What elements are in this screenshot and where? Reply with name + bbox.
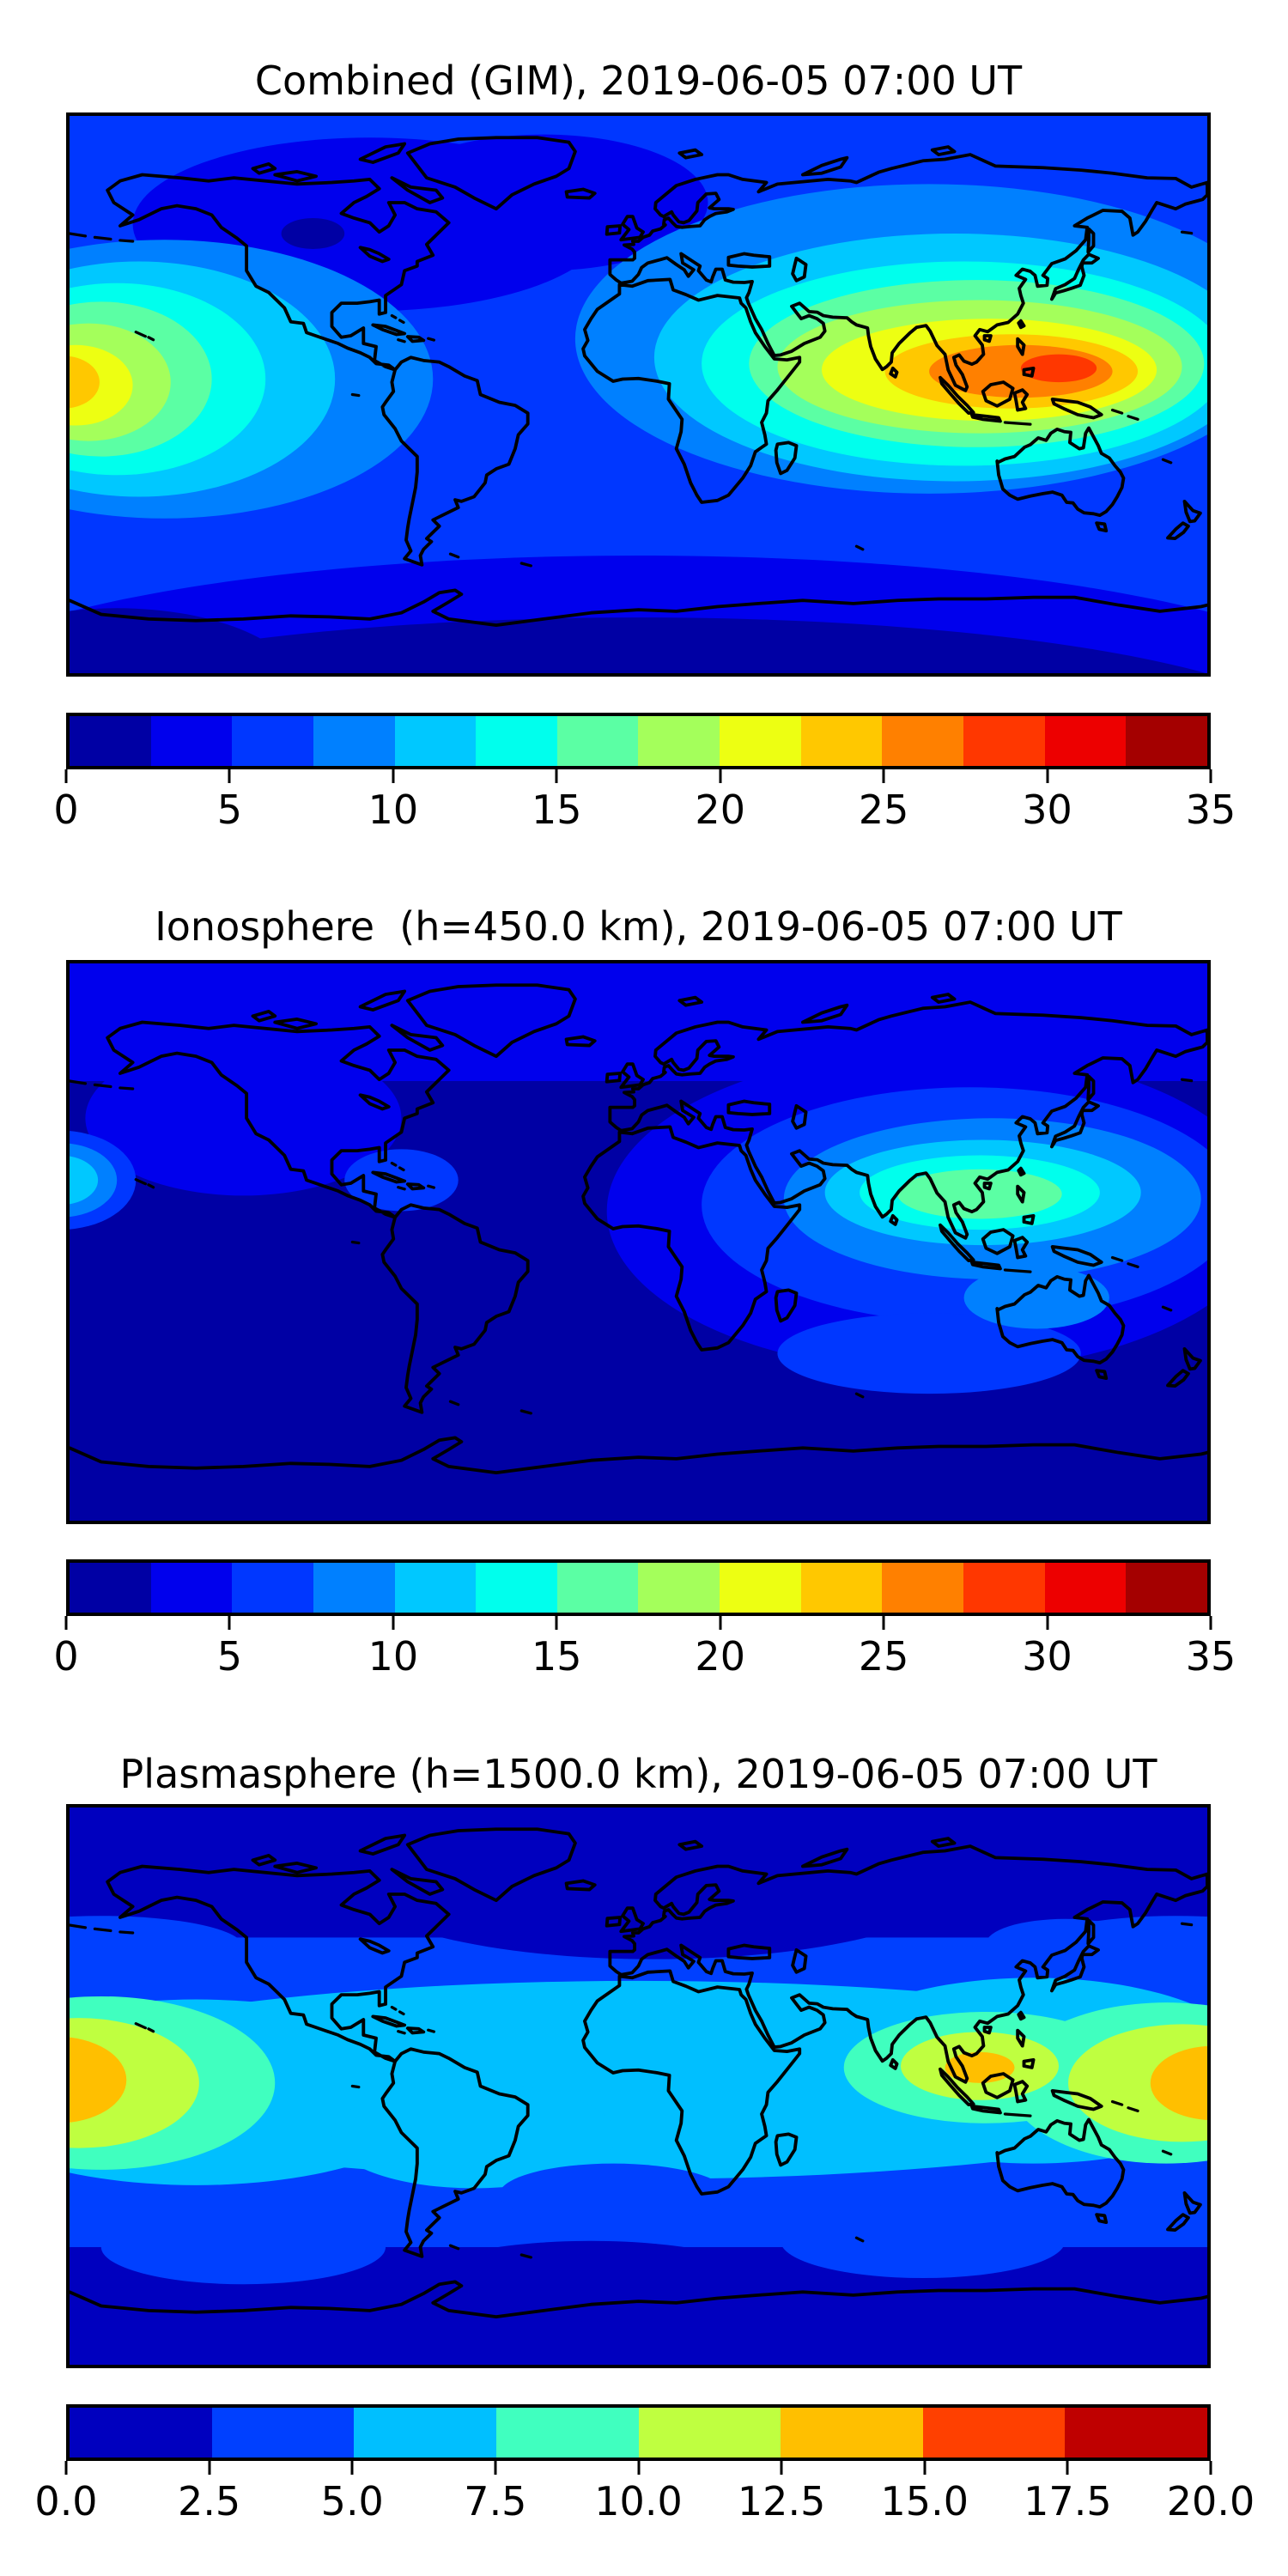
colorbar-tick-mark — [719, 1616, 722, 1630]
map-ionosphere — [66, 960, 1211, 1524]
colorbar-tick-label: 10.0 — [594, 2478, 683, 2524]
colorbar-segment — [781, 2408, 923, 2458]
colorbar-tick-mark — [1209, 1616, 1212, 1630]
colorbar-tick-mark — [882, 1616, 885, 1630]
colorbar-tick-label: 20.0 — [1166, 2478, 1255, 2524]
colorbar-segment — [556, 716, 639, 766]
colorbar-segment — [1126, 716, 1207, 766]
colorbar-tick-label: 20 — [695, 1633, 745, 1680]
colorbar-tick-label: 12.5 — [737, 2478, 826, 2524]
colorbar-tick-label: 20 — [695, 787, 745, 833]
colorbar-plasmasphere — [66, 2404, 1211, 2461]
colorbar-segment — [1044, 1563, 1127, 1613]
colorbar-tick-label: 2.5 — [178, 2478, 241, 2524]
colorbar-tick-label: 25 — [858, 1633, 909, 1680]
colorbar-tick-mark — [392, 769, 395, 783]
colorbar-tick-label: 30 — [1022, 1633, 1072, 1680]
colorbar-tick-mark — [392, 1616, 395, 1630]
colorbar-tick-mark — [1066, 2461, 1069, 2475]
map-ionosphere-contours — [70, 963, 1207, 1521]
colorbar-segment — [313, 1563, 395, 1613]
colorbar-segment — [922, 2408, 1066, 2458]
colorbar-tick-label: 15 — [532, 787, 582, 833]
colorbar-segment — [70, 2408, 212, 2458]
colorbar-tick-mark — [1046, 769, 1049, 783]
colorbar-segment — [963, 1563, 1045, 1613]
colorbar-tick-mark — [555, 769, 558, 783]
colorbar-tick-label: 35 — [1185, 1633, 1236, 1680]
colorbar-combined — [66, 713, 1211, 769]
colorbar-tick-label: 10 — [368, 787, 419, 833]
colorbar-segment — [70, 1563, 151, 1613]
colorbar-segment — [495, 2408, 639, 2458]
colorbar-tick-label: 5 — [216, 787, 243, 833]
colorbar-segment — [394, 1563, 477, 1613]
map-combined — [66, 112, 1211, 677]
colorbar-tick-mark — [780, 2461, 783, 2475]
colorbar-segment — [313, 716, 395, 766]
colorbar-segment — [211, 2408, 355, 2458]
colorbar-tick-mark — [1046, 1616, 1049, 1630]
colorbar-tick-mark — [555, 1616, 558, 1630]
map-plasmasphere-contours — [70, 1807, 1207, 2365]
colorbar-tick-label: 0 — [53, 1633, 79, 1680]
colorbar-tick-label: 5.0 — [320, 2478, 384, 2524]
colorbar-tick-mark — [494, 2461, 497, 2475]
panel-title-plasmasphere: Plasmasphere (h=1500.0 km), 2019-06-05 0… — [119, 1751, 1157, 1797]
colorbar-tick-mark — [637, 2461, 640, 2475]
colorbar-tick-mark — [882, 769, 885, 783]
colorbar-segment — [1044, 716, 1127, 766]
colorbar-segment — [720, 1563, 801, 1613]
colorbar-tick-label: 0 — [53, 787, 79, 833]
colorbar-segment — [638, 716, 720, 766]
colorbar-segment — [556, 1563, 639, 1613]
colorbar-tick-label: 30 — [1022, 787, 1072, 833]
colorbar-segment — [70, 716, 151, 766]
colorbar-tick-label: 5 — [216, 1633, 243, 1680]
colorbar-tick-mark — [719, 769, 722, 783]
colorbar-tick-mark — [1209, 2461, 1212, 2475]
colorbar-ionosphere — [66, 1559, 1211, 1616]
panel-title-combined: Combined (GIM), 2019-06-05 07:00 UT — [254, 58, 1023, 104]
colorbar-segment — [354, 2408, 496, 2458]
colorbar-segment — [150, 1563, 233, 1613]
map-combined-contours — [70, 116, 1207, 673]
colorbar-segment — [963, 716, 1045, 766]
colorbar-tick-mark — [228, 1616, 231, 1630]
colorbar-tick-label: 15 — [532, 1633, 582, 1680]
colorbar-segment — [720, 716, 801, 766]
map-plasmasphere — [66, 1804, 1211, 2368]
colorbar-segment — [882, 1563, 964, 1613]
colorbar-segment — [800, 1563, 883, 1613]
colorbar-tick-mark — [923, 2461, 927, 2475]
panel-title-ionosphere: Ionosphere (h=450.0 km), 2019-06-05 07:0… — [155, 903, 1122, 950]
colorbar-segment — [800, 716, 883, 766]
colorbar-tick-label: 15.0 — [880, 2478, 969, 2524]
colorbar-tick-label: 10 — [368, 1633, 419, 1680]
colorbar-tick-label: 17.5 — [1024, 2478, 1112, 2524]
colorbar-tick-mark — [64, 1616, 68, 1630]
colorbar-tick-label: 7.5 — [464, 2478, 527, 2524]
colorbar-tick-label: 35 — [1185, 787, 1236, 833]
colorbar-segment — [882, 716, 964, 766]
colorbar-segment — [1126, 1563, 1207, 1613]
colorbar-segment — [476, 716, 557, 766]
colorbar-tick-label: 25 — [858, 787, 909, 833]
colorbar-segment — [1065, 2408, 1207, 2458]
colorbar-tick-mark — [64, 2461, 68, 2475]
colorbar-segment — [394, 716, 477, 766]
colorbar-segment — [638, 2408, 781, 2458]
colorbar-segment — [476, 1563, 557, 1613]
colorbar-tick-mark — [1209, 769, 1212, 783]
colorbar-tick-mark — [64, 769, 68, 783]
colorbar-tick-label: 0.0 — [34, 2478, 98, 2524]
colorbar-tick-mark — [350, 2461, 354, 2475]
colorbar-segment — [232, 1563, 313, 1613]
colorbar-segment — [638, 1563, 720, 1613]
colorbar-tick-mark — [228, 769, 231, 783]
colorbar-segment — [232, 716, 313, 766]
colorbar-tick-mark — [208, 2461, 211, 2475]
colorbar-segment — [150, 716, 233, 766]
